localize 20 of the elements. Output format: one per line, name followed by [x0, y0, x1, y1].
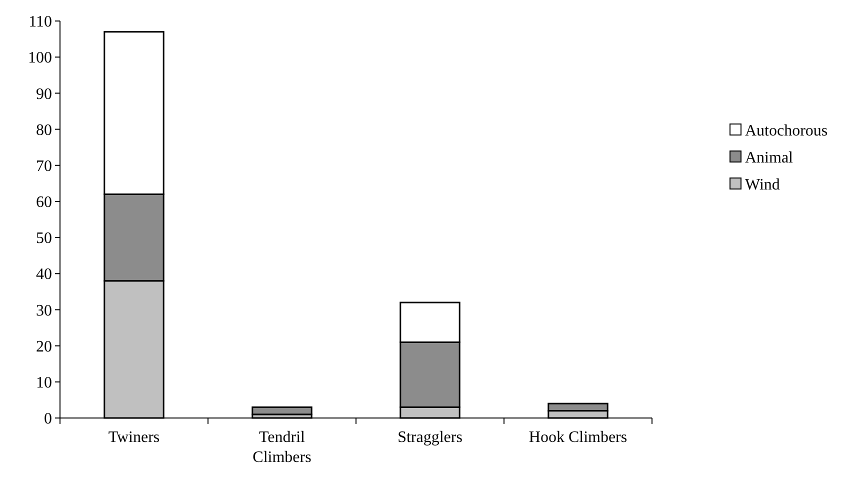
- y-tick-label: 90: [36, 86, 52, 103]
- y-tick-label: 40: [36, 266, 52, 284]
- y-tick-label: 50: [36, 230, 52, 248]
- x-tick-label: Hook Climbers: [528, 429, 628, 446]
- x-tick-label: Tendril Climbers: [252, 429, 312, 466]
- y-tick-label: 70: [36, 158, 52, 175]
- legend-label: Animal: [745, 150, 794, 167]
- y-tick-label: 30: [36, 302, 52, 320]
- x-tick-label: Twiners: [108, 429, 160, 446]
- x-tick-label: Stragglers: [398, 429, 462, 446]
- y-tick-label: 10: [36, 374, 52, 392]
- legend-label: Autochorous: [745, 122, 828, 140]
- y-tick-label: 20: [36, 338, 52, 356]
- legend-label: Wind: [745, 176, 780, 194]
- y-tick-label: 80: [36, 122, 52, 139]
- y-tick-label: 100: [28, 50, 52, 67]
- bar: [252, 406, 312, 416]
- y-tick-label: 0: [44, 410, 52, 428]
- y-tick-label: 60: [36, 194, 52, 212]
- y-tick-label: 110: [28, 14, 52, 31]
